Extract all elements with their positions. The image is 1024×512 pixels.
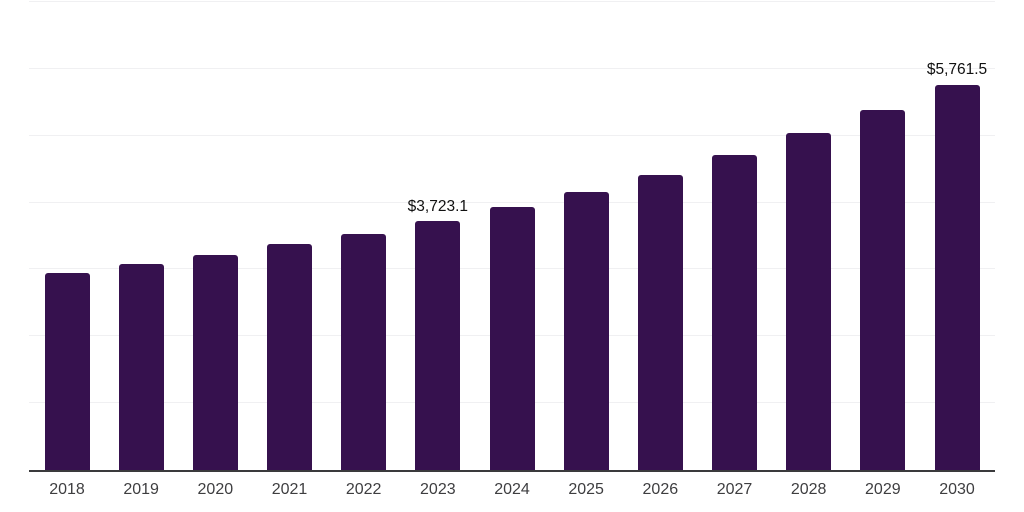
bar-2029 <box>860 109 906 470</box>
x-tick-2025: 2025 <box>568 481 604 498</box>
x-tick-2029: 2029 <box>865 481 901 498</box>
x-tick-2024: 2024 <box>494 481 530 498</box>
bar-2027 <box>712 155 757 470</box>
bar-2018 <box>44 272 90 470</box>
gridline-7000 <box>29 1 995 2</box>
gridline-6000 <box>29 67 995 69</box>
bar-2025 <box>563 191 609 470</box>
x-axis: 2018 2019 2020 2021 2022 2023 2024 2025 2026 2027… <box>29 480 995 504</box>
x-tick-2021: 2021 <box>271 481 308 498</box>
x-tick-2026: 2026 <box>642 481 679 498</box>
bar-2019 <box>118 264 164 470</box>
bar-2022 <box>341 234 387 470</box>
x-tick-2028: 2028 <box>790 481 827 498</box>
bar-2026 <box>637 174 683 470</box>
x-tick-2030: 2030 <box>939 481 975 498</box>
plot-area: $3,723.1 $5,761.5 <box>29 1 995 472</box>
bar-2020 <box>192 255 238 470</box>
x-tick-2020: 2020 <box>197 481 234 498</box>
x-tick-2023: 2023 <box>420 481 456 498</box>
gridline-4000 <box>29 201 995 203</box>
bar-2023 <box>415 221 461 470</box>
bar-2028 <box>786 133 832 470</box>
bar-2024 <box>489 206 535 470</box>
bar-2021 <box>267 244 312 470</box>
gridline-5000 <box>29 134 995 136</box>
value-label-2030: $5,761.5 <box>926 61 988 79</box>
x-tick-2018: 2018 <box>49 481 85 498</box>
x-tick-2019: 2019 <box>123 481 159 498</box>
bar-2030 <box>934 84 980 470</box>
x-tick-2027: 2027 <box>716 481 753 498</box>
x-tick-2022: 2022 <box>345 481 382 498</box>
value-label-2023: $3,723.1 <box>407 197 468 215</box>
